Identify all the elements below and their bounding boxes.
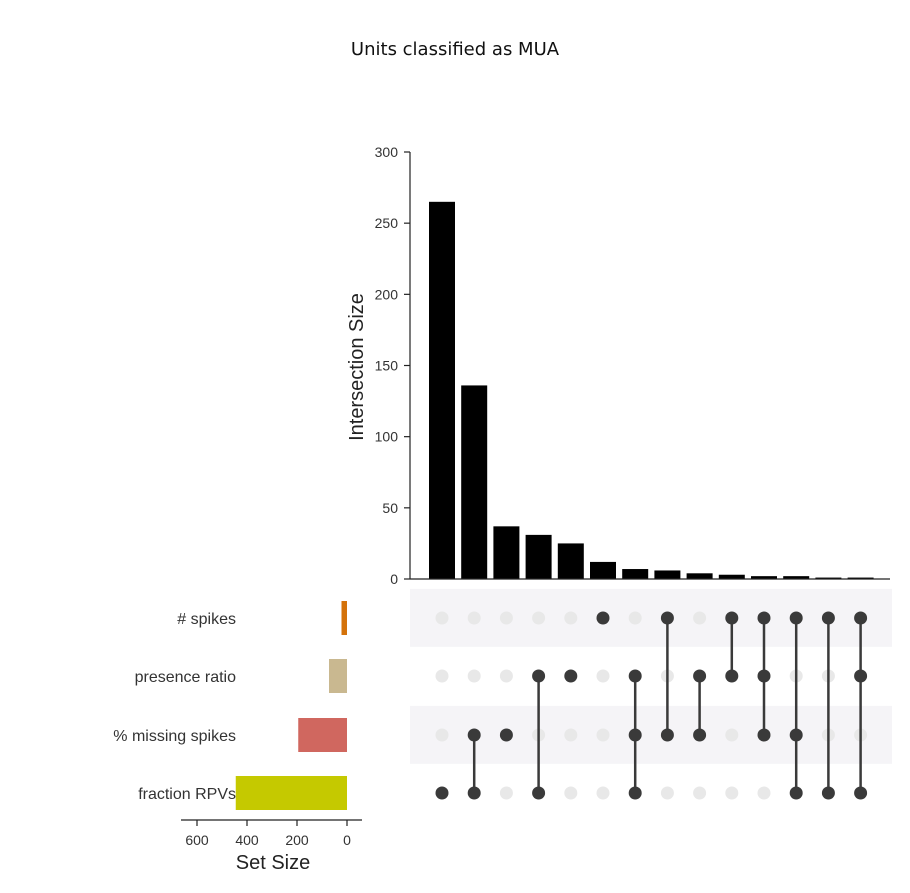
- matrix-row-shading: [410, 588, 892, 823]
- matrix-dot-inactive: [564, 611, 578, 625]
- intersection-size-axis: 0 50 100 150 200 250 300: [375, 144, 890, 587]
- y-tick-label: 250: [375, 215, 399, 231]
- y-tick-label: 300: [375, 144, 399, 160]
- intersection-bar: [429, 201, 455, 580]
- matrix-dot-active: [660, 728, 674, 742]
- matrix-dot-inactive: [693, 786, 707, 800]
- matrix-dot-inactive: [435, 728, 449, 742]
- matrix-dot-inactive: [564, 786, 578, 800]
- matrix-dot-inactive: [660, 786, 674, 800]
- set-label: % missing spikes: [113, 728, 236, 745]
- intersection-bar: [654, 570, 681, 579]
- chart-title: Units classified as MUA: [351, 39, 560, 60]
- y-axis-label: Intersection Size: [346, 293, 368, 441]
- matrix-dot-inactive: [596, 786, 610, 800]
- matrix-dot-active: [789, 786, 803, 800]
- matrix-dot-active: [757, 669, 771, 683]
- matrix-dot-inactive: [499, 786, 513, 800]
- matrix-dot-active: [821, 786, 835, 800]
- set-size-bar: [329, 659, 347, 693]
- set-labels: # spikes presence ratio % missing spikes fr…: [113, 611, 236, 803]
- matrix-dot-active: [628, 669, 642, 683]
- set-label: fraction RPVs: [138, 786, 236, 803]
- matrix-dot-inactive: [693, 611, 707, 625]
- set-size-bars: [235, 601, 347, 810]
- y-tick-label: 50: [382, 500, 398, 516]
- set-label: presence ratio: [135, 669, 236, 686]
- intersection-matrix: [435, 611, 868, 800]
- intersection-bar: [525, 534, 552, 579]
- matrix-dot-active: [628, 786, 642, 800]
- matrix-dot-active: [660, 611, 674, 625]
- matrix-dot-active: [532, 669, 546, 683]
- intersection-bar: [622, 569, 649, 579]
- matrix-dot-active: [596, 611, 610, 625]
- matrix-dot-active: [725, 611, 739, 625]
- set-size-axis: 600 400 200 0: [181, 819, 362, 848]
- set-size-bar: [298, 718, 347, 752]
- matrix-dot-inactive: [435, 611, 449, 625]
- matrix-dot-active: [467, 728, 481, 742]
- y-tick-label: 0: [390, 571, 398, 587]
- matrix-dot-inactive: [757, 786, 771, 800]
- matrix-dot-active: [532, 786, 546, 800]
- matrix-dot-active: [725, 669, 739, 683]
- matrix-dot-inactive: [564, 728, 578, 742]
- matrix-dot-active: [693, 728, 707, 742]
- intersection-bar: [686, 573, 713, 579]
- matrix-dot-inactive: [628, 611, 642, 625]
- intersection-bar: [783, 576, 810, 579]
- intersection-bar: [461, 385, 488, 579]
- matrix-dot-active: [854, 669, 868, 683]
- matrix-dot-inactive: [467, 611, 481, 625]
- matrix-dot-active: [789, 728, 803, 742]
- matrix-dot-inactive: [725, 728, 739, 742]
- matrix-dot-active: [467, 786, 481, 800]
- matrix-dot-active: [854, 786, 868, 800]
- set-size-tick-label: 200: [285, 832, 309, 848]
- matrix-dot-active: [693, 669, 707, 683]
- y-tick-label: 100: [375, 429, 399, 445]
- set-size-bar: [341, 601, 347, 635]
- matrix-dot-active: [564, 669, 578, 683]
- matrix-dot-active: [435, 786, 449, 800]
- intersection-bar: [590, 561, 616, 579]
- set-size-tick-label: 400: [235, 832, 259, 848]
- intersection-bar: [815, 577, 842, 579]
- set-size-tick-label: 600: [185, 832, 209, 848]
- matrix-dot-inactive: [499, 669, 513, 683]
- y-tick-label: 150: [375, 358, 399, 374]
- intersection-bar: [557, 543, 584, 579]
- y-tick-label: 200: [375, 286, 399, 302]
- matrix-dot-active: [757, 728, 771, 742]
- matrix-row-background: [410, 588, 892, 648]
- matrix-dot-active: [789, 611, 803, 625]
- set-label: # spikes: [177, 611, 236, 628]
- matrix-dot-inactive: [725, 786, 739, 800]
- matrix-dot-inactive: [499, 611, 513, 625]
- matrix-dot-inactive: [596, 669, 610, 683]
- matrix-dot-active: [854, 611, 868, 625]
- intersection-bars: [429, 201, 874, 580]
- matrix-row-background: [410, 705, 892, 765]
- matrix-dot-active: [628, 728, 642, 742]
- matrix-dot-inactive: [596, 728, 610, 742]
- matrix-dot-active: [821, 611, 835, 625]
- matrix-dot-active: [757, 611, 771, 625]
- matrix-dot-active: [499, 728, 513, 742]
- intersection-bar: [847, 577, 874, 579]
- set-size-tick-label: 0: [343, 832, 351, 848]
- set-size-bar: [235, 776, 347, 810]
- intersection-bar: [718, 574, 745, 579]
- matrix-dot-inactive: [435, 669, 449, 683]
- matrix-row-background: [410, 763, 892, 823]
- matrix-dot-inactive: [467, 669, 481, 683]
- intersection-bar: [751, 576, 777, 579]
- x-axis-label: Set Size: [236, 852, 310, 874]
- matrix-dot-inactive: [532, 611, 546, 625]
- intersection-bar: [493, 526, 520, 579]
- matrix-row-background: [410, 646, 892, 706]
